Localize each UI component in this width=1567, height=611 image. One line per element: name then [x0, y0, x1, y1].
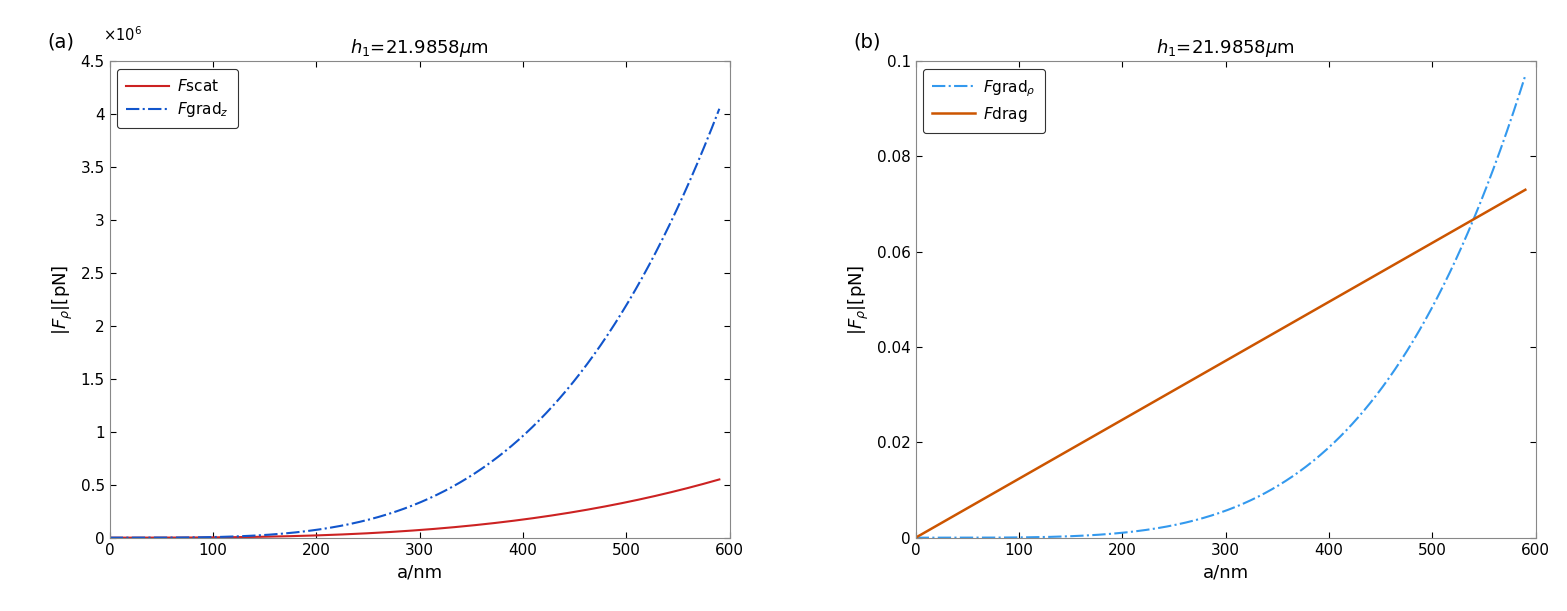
- $\mathit{F}$grad$_z$: [454, 477, 473, 484]
- X-axis label: a/nm: a/nm: [1202, 563, 1249, 581]
- $\mathit{F}$grad$_\rho$: [1431, 287, 1449, 295]
- $\mathit{F}$scat: [710, 476, 729, 483]
- $\mathit{F}$scat: [625, 497, 644, 504]
- $\mathit{F}$scat: [454, 522, 473, 530]
- $\mathit{F}$grad$_z$: [710, 105, 729, 112]
- $\mathit{F}$grad$_\rho$: [1277, 477, 1296, 485]
- $\mathit{F}$grad$_z$: [489, 453, 508, 461]
- Title: $h_1$=21.9858$\mu$m: $h_1$=21.9858$\mu$m: [351, 37, 489, 59]
- $\mathit{F}$drag: [1515, 186, 1534, 194]
- $\mathit{F}$drag: [943, 513, 962, 520]
- Y-axis label: $|F_\rho|$[pN]: $|F_\rho|$[pN]: [848, 264, 871, 335]
- $\mathit{F}$grad$_\rho$: [1294, 464, 1313, 472]
- $\mathit{F}$scat: [100, 534, 119, 541]
- $\mathit{F}$scat: [489, 519, 508, 526]
- $\mathit{F}$grad$_\rho$: [906, 534, 925, 541]
- Legend: $\mathit{F}$scat, $\mathit{F}$grad$_z$: $\mathit{F}$scat, $\mathit{F}$grad$_z$: [118, 69, 238, 128]
- $\mathit{F}$scat: [470, 521, 489, 529]
- $\mathit{F}$grad$_z$: [138, 534, 157, 541]
- Line: $\mathit{F}$scat: $\mathit{F}$scat: [110, 480, 719, 538]
- X-axis label: a/nm: a/nm: [396, 563, 443, 581]
- $\mathit{F}$grad$_z$: [100, 534, 119, 541]
- $\mathit{F}$scat: [138, 534, 157, 541]
- $\mathit{F}$grad$_\rho$: [943, 534, 962, 541]
- $\mathit{F}$scat: [563, 508, 581, 516]
- $\mathit{F}$grad$_\rho$: [1368, 389, 1387, 397]
- $\mathit{F}$grad$_\rho$: [1515, 71, 1534, 79]
- Line: $\mathit{F}$grad$_\rho$: $\mathit{F}$grad$_\rho$: [915, 75, 1525, 538]
- $\mathit{F}$drag: [1277, 323, 1296, 330]
- $\mathit{F}$grad$_z$: [563, 380, 581, 387]
- Text: $\times10^6$: $\times10^6$: [103, 26, 143, 45]
- Line: $\mathit{F}$drag: $\mathit{F}$drag: [915, 190, 1525, 538]
- Y-axis label: $|F_\rho|$[pN]: $|F_\rho|$[pN]: [50, 264, 75, 335]
- $\mathit{F}$drag: [1368, 270, 1387, 277]
- $\mathit{F}$drag: [1431, 235, 1449, 242]
- Legend: $\mathit{F}$grad$_\rho$, $\mathit{F}$drag: $\mathit{F}$grad$_\rho$, $\mathit{F}$dra…: [923, 69, 1045, 133]
- $\mathit{F}$drag: [1260, 332, 1279, 339]
- $\mathit{F}$grad$_\rho$: [1260, 487, 1279, 494]
- $\mathit{F}$drag: [906, 534, 925, 541]
- Title: $h_1$=21.9858$\mu$m: $h_1$=21.9858$\mu$m: [1156, 37, 1294, 59]
- $\mathit{F}$grad$_z$: [625, 287, 644, 295]
- Text: (b): (b): [854, 32, 881, 51]
- $\mathit{F}$drag: [1294, 312, 1313, 320]
- $\mathit{F}$grad$_z$: [470, 466, 489, 474]
- Text: (a): (a): [47, 32, 75, 51]
- Line: $\mathit{F}$grad$_z$: $\mathit{F}$grad$_z$: [110, 109, 719, 538]
